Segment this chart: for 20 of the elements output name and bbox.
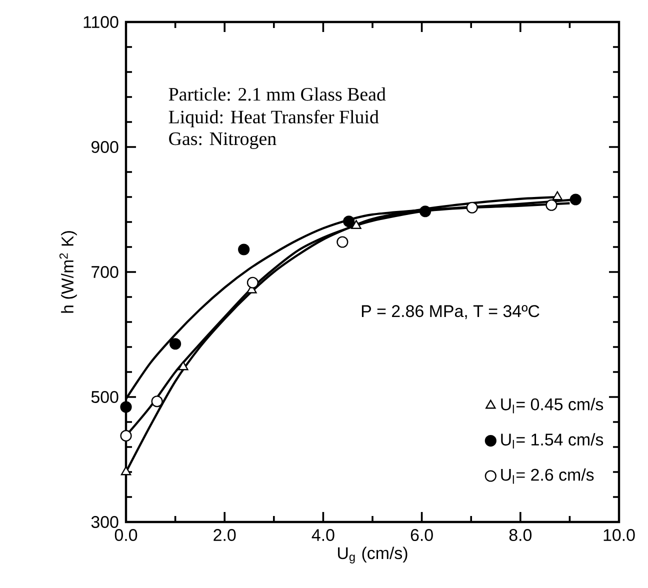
annotation: Particle: 2.1 mm Glass Bead [168, 87, 386, 101]
y-tick-label: 300 [91, 516, 118, 528]
y-tick-label: 700 [92, 266, 118, 278]
y-tick-label: 900 [91, 141, 118, 153]
x-tick-label: 10.0 [604, 529, 635, 542]
x-axis-title: U$_{g}$ (cm/s) [338, 546, 408, 564]
y-tick-label: 500 [91, 391, 118, 403]
legend-label: U$_{l}$= 1.54 cm/s [501, 433, 604, 449]
legend-label: U$_{l}$= 0.45 cm/s [501, 398, 604, 414]
x-tick-label: 6.0 [410, 529, 433, 542]
x-tick-label: 4.0 [312, 529, 334, 542]
y-tick-label: 1100 [84, 16, 118, 28]
x-tick-label: 2.0 [214, 529, 236, 542]
legend-label: U$_{l}$= 2.6 cm/s [501, 468, 594, 484]
annotation: Liquid: Heat Transfer Fluid [168, 110, 379, 128]
y-axis-title: h (W/m$^{2}$ K) [59, 231, 77, 313]
x-tick-label: 0.0 [114, 529, 138, 542]
annotation: P = 2.86 MPa, T = 34ºC [362, 305, 540, 320]
annotation: Gas: Nitrogen [169, 132, 276, 150]
x-tick-label: 8.0 [509, 529, 532, 542]
